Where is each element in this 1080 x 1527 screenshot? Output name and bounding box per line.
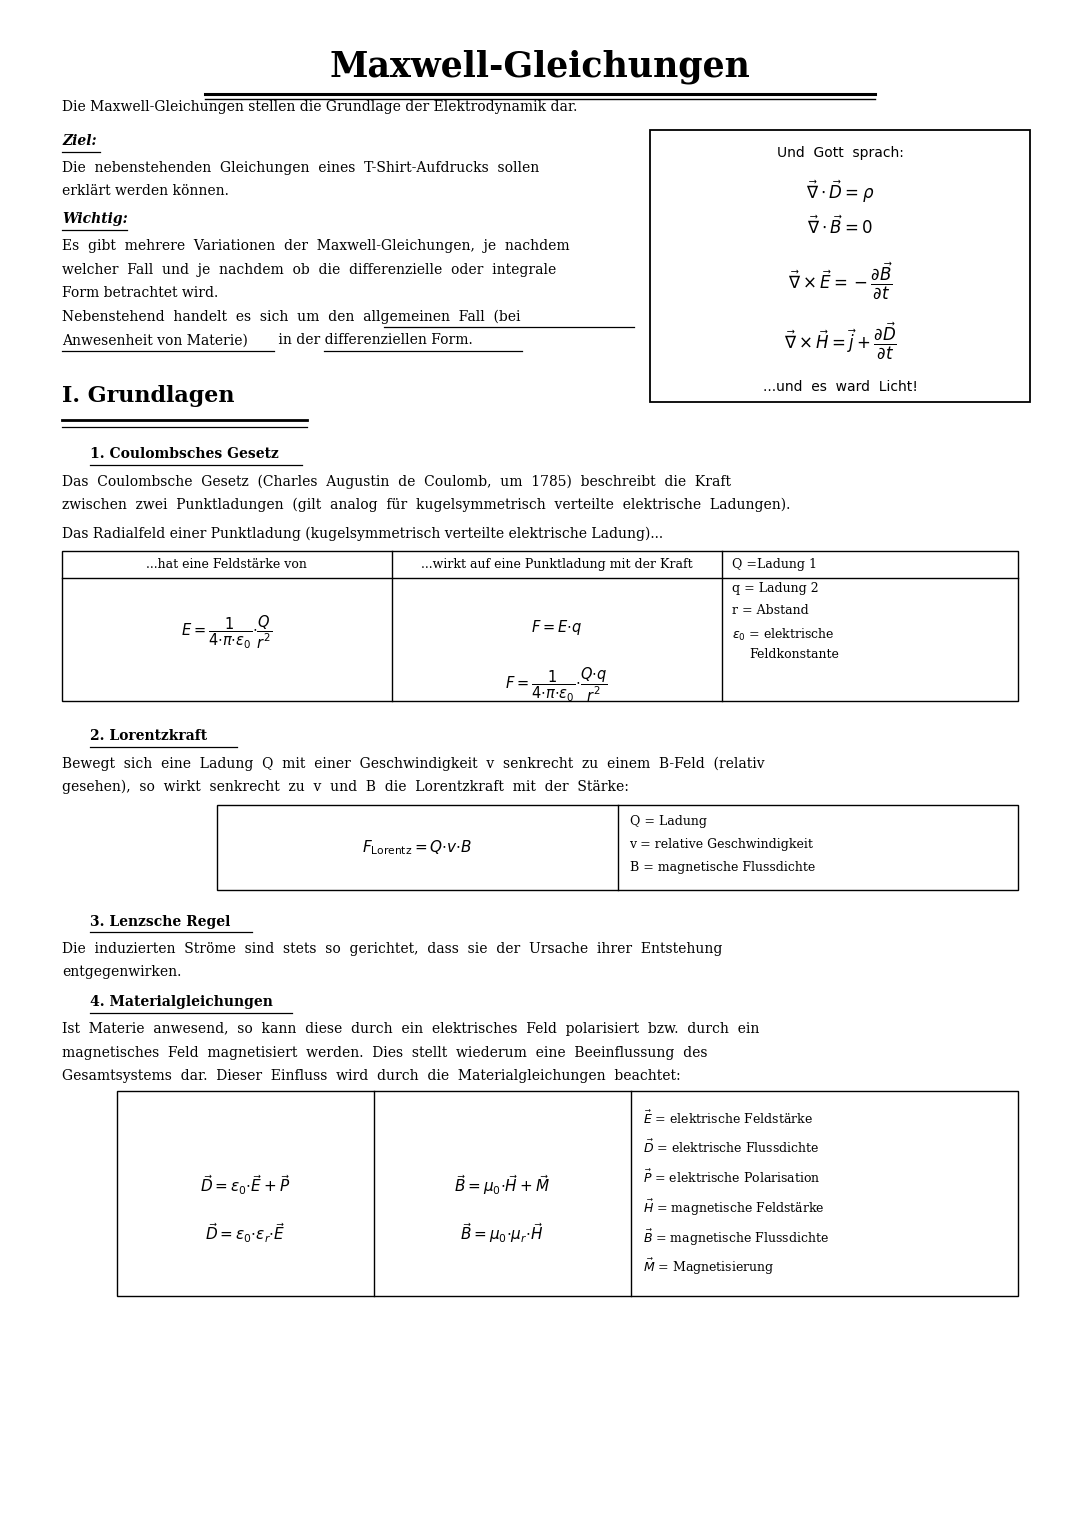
Text: $\vec{B}$ = magnetische Flussdichte: $\vec{B}$ = magnetische Flussdichte xyxy=(643,1228,828,1248)
FancyBboxPatch shape xyxy=(217,805,1018,890)
Text: in der differenziellen Form.: in der differenziellen Form. xyxy=(274,333,473,348)
Text: zwischen  zwei  Punktladungen  (gilt  analog  für  kugelsymmetrisch  verteilte  : zwischen zwei Punktladungen (gilt analog… xyxy=(62,498,791,513)
Text: 2. Lorentzkraft: 2. Lorentzkraft xyxy=(90,730,207,744)
Text: Die Maxwell-Gleichungen stellen die Grundlage der Elektrodynamik dar.: Die Maxwell-Gleichungen stellen die Grun… xyxy=(62,99,578,115)
Text: ...und  es  ward  Licht!: ...und es ward Licht! xyxy=(762,380,917,394)
Text: Nebenstehend  handelt  es  sich  um  den  allgemeinen  Fall  (bei: Nebenstehend handelt es sich um den allg… xyxy=(62,310,521,324)
Text: r = Abstand: r = Abstand xyxy=(731,605,809,617)
Text: Die  induzierten  Ströme  sind  stets  so  gerichtet,  dass  sie  der  Ursache  : Die induzierten Ströme sind stets so ger… xyxy=(62,942,723,956)
Text: Es  gibt  mehrere  Variationen  der  Maxwell-Gleichungen,  je  nachdem: Es gibt mehrere Variationen der Maxwell-… xyxy=(62,240,569,253)
Text: $\vec{B}=\mu_0{\cdot}\vec{H}+\vec{M}$: $\vec{B}=\mu_0{\cdot}\vec{H}+\vec{M}$ xyxy=(455,1174,550,1197)
Text: q = Ladung 2: q = Ladung 2 xyxy=(731,582,819,596)
Text: ...wirkt auf eine Punktladung mit der Kraft: ...wirkt auf eine Punktladung mit der Kr… xyxy=(421,559,692,571)
Text: v = relative Geschwindigkeit: v = relative Geschwindigkeit xyxy=(630,838,813,851)
Text: $\vec{\nabla}\times\vec{H}=\vec{j}+\dfrac{\partial\vec{D}}{\partial t}$: $\vec{\nabla}\times\vec{H}=\vec{j}+\dfra… xyxy=(784,321,896,360)
Text: 3. Lenzsche Regel: 3. Lenzsche Regel xyxy=(90,915,230,928)
FancyBboxPatch shape xyxy=(117,1092,1018,1296)
Text: erklärt werden können.: erklärt werden können. xyxy=(62,185,229,199)
Text: welcher  Fall  und  je  nachdem  ob  die  differenzielle  oder  integrale: welcher Fall und je nachdem ob die diffe… xyxy=(62,263,556,276)
Text: $\vec{\nabla}\times\vec{E}=-\dfrac{\partial\vec{B}}{\partial t}$: $\vec{\nabla}\times\vec{E}=-\dfrac{\part… xyxy=(787,260,892,301)
Text: Form betrachtet wird.: Form betrachtet wird. xyxy=(62,287,218,301)
Text: entgegenwirken.: entgegenwirken. xyxy=(62,965,181,979)
Text: $F=\dfrac{1}{4{\cdot}\pi{\cdot}\epsilon_0}{\cdot}\dfrac{Q{\cdot}q}{r^2}$: $F=\dfrac{1}{4{\cdot}\pi{\cdot}\epsilon_… xyxy=(505,666,608,704)
FancyBboxPatch shape xyxy=(62,551,1018,701)
Text: ...hat eine Feldstärke von: ...hat eine Feldstärke von xyxy=(147,559,308,571)
Text: $\vec{B}=\mu_0{\cdot}\mu_r{\cdot}\vec{H}$: $\vec{B}=\mu_0{\cdot}\mu_r{\cdot}\vec{H}… xyxy=(460,1222,544,1246)
Text: Q = Ladung: Q = Ladung xyxy=(630,815,706,828)
Text: Das Radialfeld einer Punktladung (kugelsymmetrisch verteilte elektrische Ladung): Das Radialfeld einer Punktladung (kugels… xyxy=(62,527,663,541)
Text: $\vec{M}$ = Magnetisierung: $\vec{M}$ = Magnetisierung xyxy=(643,1257,774,1277)
Text: $\vec{\nabla}\cdot\vec{D}=\rho$: $\vec{\nabla}\cdot\vec{D}=\rho$ xyxy=(806,179,874,206)
Text: $\vec{H}$ = magnetische Feldstärke: $\vec{H}$ = magnetische Feldstärke xyxy=(643,1199,824,1219)
Text: Gesamtsystems  dar.  Dieser  Einfluss  wird  durch  die  Materialgleichungen  be: Gesamtsystems dar. Dieser Einfluss wird … xyxy=(62,1069,680,1084)
Text: gesehen),  so  wirkt  senkrecht  zu  v  und  B  die  Lorentzkraft  mit  der  Stä: gesehen), so wirkt senkrecht zu v und B … xyxy=(62,780,629,794)
Text: $F_{\mathrm{Lorentz}}{=}Q{\cdot}v{\cdot}B$: $F_{\mathrm{Lorentz}}{=}Q{\cdot}v{\cdot}… xyxy=(362,838,472,857)
Text: Das  Coulombsche  Gesetz  (Charles  Augustin  de  Coulomb,  um  1785)  beschreib: Das Coulombsche Gesetz (Charles Augustin… xyxy=(62,475,731,489)
Text: $\vec{D}=\epsilon_0{\cdot}\vec{E}+\vec{P}$: $\vec{D}=\epsilon_0{\cdot}\vec{E}+\vec{P… xyxy=(200,1174,291,1197)
Text: $E=\dfrac{1}{4{\cdot}\pi{\cdot}\epsilon_0}{\cdot}\dfrac{Q}{r^2}$: $E=\dfrac{1}{4{\cdot}\pi{\cdot}\epsilon_… xyxy=(181,614,273,651)
Text: B = magnetische Flussdichte: B = magnetische Flussdichte xyxy=(630,861,814,873)
Text: $\vec{E}$ = elektrische Feldstärke: $\vec{E}$ = elektrische Feldstärke xyxy=(643,1110,812,1127)
Text: $\vec{\nabla}\cdot\vec{B}=0$: $\vec{\nabla}\cdot\vec{B}=0$ xyxy=(807,215,873,238)
Text: Maxwell-Gleichungen: Maxwell-Gleichungen xyxy=(329,50,751,84)
Text: $\vec{D}=\epsilon_0{\cdot}\epsilon_r{\cdot}\vec{E}$: $\vec{D}=\epsilon_0{\cdot}\epsilon_r{\cd… xyxy=(205,1222,285,1245)
Text: I. Grundlagen: I. Grundlagen xyxy=(62,385,234,408)
Text: Und  Gott  sprach:: Und Gott sprach: xyxy=(777,147,904,160)
Text: 4. Materialgleichungen: 4. Materialgleichungen xyxy=(90,996,273,1009)
Text: 1. Coulombsches Gesetz: 1. Coulombsches Gesetz xyxy=(90,447,279,461)
Text: $F=E{\cdot}q$: $F=E{\cdot}q$ xyxy=(531,618,582,637)
Text: Bewegt  sich  eine  Ladung  Q  mit  einer  Geschwindigkeit  v  senkrecht  zu  ei: Bewegt sich eine Ladung Q mit einer Gesc… xyxy=(62,756,765,771)
FancyBboxPatch shape xyxy=(650,130,1030,402)
Text: $\vec{D}$ = elektrische Flussdichte: $\vec{D}$ = elektrische Flussdichte xyxy=(643,1139,820,1156)
Text: magnetisches  Feld  magnetisiert  werden.  Dies  stellt  wiederum  eine  Beeinfl: magnetisches Feld magnetisiert werden. D… xyxy=(62,1046,707,1060)
Text: Die  nebenstehenden  Gleichungen  eines  T-Shirt-Aufdrucks  sollen: Die nebenstehenden Gleichungen eines T-S… xyxy=(62,160,539,176)
Text: $\vec{P}$ = elektrische Polarisation: $\vec{P}$ = elektrische Polarisation xyxy=(643,1168,820,1186)
Text: Q =Ladung 1: Q =Ladung 1 xyxy=(731,559,816,571)
Text: Wichtig:: Wichtig: xyxy=(62,212,127,226)
Text: Anwesenheit von Materie): Anwesenheit von Materie) xyxy=(62,333,248,348)
Text: $\epsilon_0$ = elektrische: $\epsilon_0$ = elektrische xyxy=(731,626,835,643)
Text: Feldkonstante: Feldkonstante xyxy=(750,649,839,661)
Text: Ziel:: Ziel: xyxy=(62,134,96,148)
Text: Ist  Materie  anwesend,  so  kann  diese  durch  ein  elektrisches  Feld  polari: Ist Materie anwesend, so kann diese durc… xyxy=(62,1023,759,1037)
